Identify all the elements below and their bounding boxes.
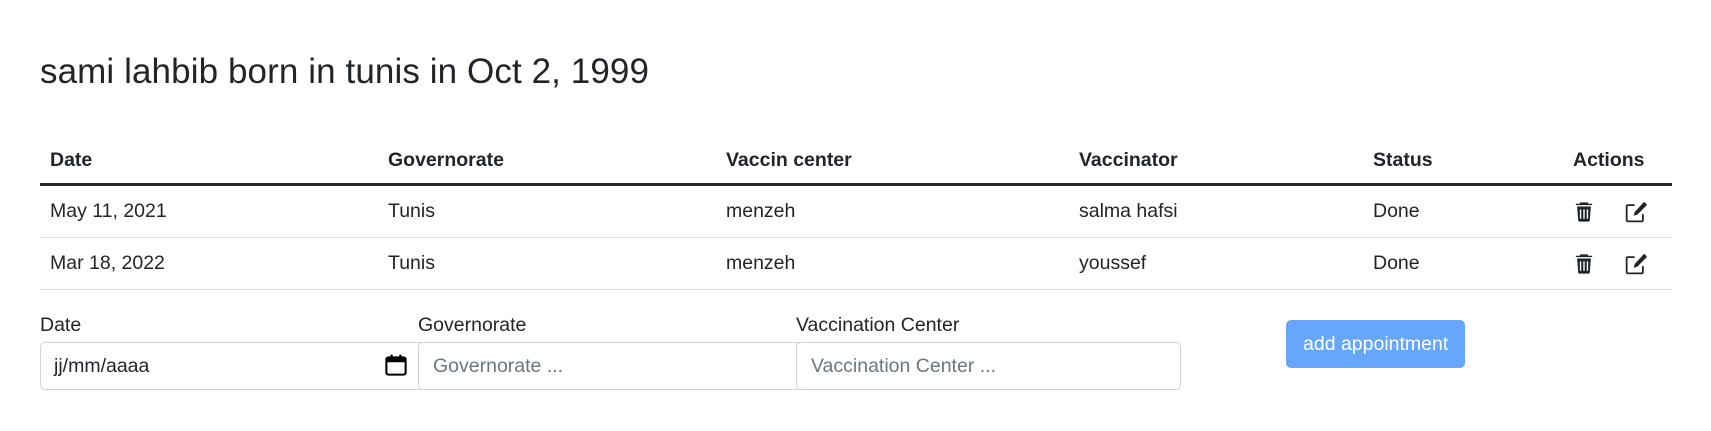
- cell-vaccinator: salma hafsi: [1069, 184, 1363, 238]
- date-field-group: Date jj/mm/aaaa: [40, 312, 425, 390]
- header-vaccinator: Vaccinator: [1069, 138, 1363, 186]
- cell-governorate: Tunis: [378, 184, 716, 238]
- table-body: May 11, 2021 Tunis menzeh salma hafsi Do…: [40, 184, 1672, 290]
- date-input-wrapper: jj/mm/aaaa: [40, 342, 425, 390]
- vaccination-center-label: Vaccination Center: [796, 314, 960, 336]
- cell-vaccin-center: menzeh: [716, 237, 1069, 290]
- header-date: Date: [40, 138, 378, 186]
- header-status: Status: [1363, 138, 1563, 186]
- cell-actions: [1563, 184, 1672, 238]
- governorate-field-group: Governorate: [418, 312, 803, 390]
- edit-icon[interactable]: [1625, 253, 1647, 275]
- date-label: Date: [40, 314, 82, 336]
- page-title: sami lahbib born in tunis in Oct 2, 1999: [40, 52, 650, 91]
- add-appointment-form: Date jj/mm/aaaa Governorate Vaccination …: [40, 312, 1680, 392]
- cell-vaccinator: youssef: [1069, 237, 1363, 290]
- cell-governorate: Tunis: [378, 237, 716, 290]
- date-input[interactable]: [40, 342, 425, 390]
- header-governorate: Governorate: [378, 138, 716, 186]
- edit-icon[interactable]: [1625, 201, 1647, 223]
- trash-icon[interactable]: [1573, 253, 1595, 275]
- table-header: Date Governorate Vaccin center Vaccinato…: [40, 138, 1672, 186]
- governorate-input[interactable]: [418, 342, 803, 390]
- table-row: May 11, 2021 Tunis menzeh salma hafsi Do…: [40, 184, 1672, 238]
- appointments-table: Date Governorate Vaccin center Vaccinato…: [40, 138, 1672, 290]
- vaccination-center-input[interactable]: [796, 342, 1181, 390]
- cell-date: Mar 18, 2022: [40, 237, 378, 290]
- trash-icon[interactable]: [1573, 201, 1595, 223]
- header-vaccin-center: Vaccin center: [716, 138, 1069, 186]
- table-row: Mar 18, 2022 Tunis menzeh youssef Done: [40, 237, 1672, 290]
- header-row: Date Governorate Vaccin center Vaccinato…: [40, 138, 1672, 186]
- cell-actions: [1563, 237, 1672, 290]
- add-appointment-button[interactable]: add appointment: [1286, 320, 1466, 368]
- governorate-label: Governorate: [418, 314, 527, 336]
- header-actions: Actions: [1563, 138, 1672, 186]
- cell-date: May 11, 2021: [40, 184, 378, 238]
- vaccination-center-field-group: Vaccination Center: [796, 312, 1181, 390]
- calendar-icon[interactable]: [385, 354, 407, 376]
- cell-vaccin-center: menzeh: [716, 184, 1069, 238]
- cell-status: Done: [1363, 184, 1563, 238]
- cell-status: Done: [1363, 237, 1563, 290]
